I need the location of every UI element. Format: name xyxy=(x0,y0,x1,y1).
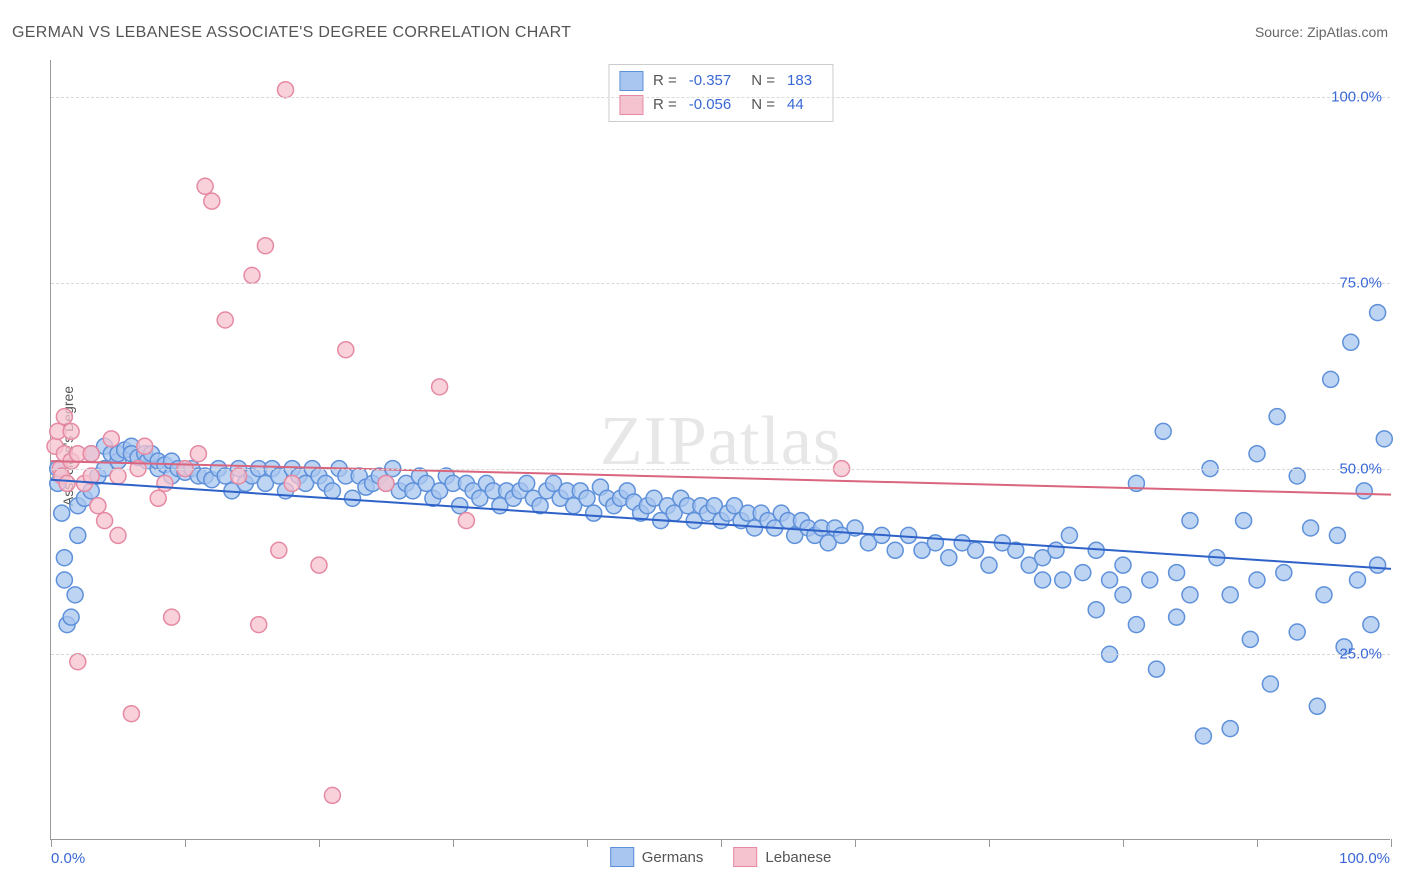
gridline xyxy=(51,654,1390,655)
legend-label-germans: Germans xyxy=(642,849,704,866)
x-tick xyxy=(587,839,588,847)
chart-plot-area: ZIPatlas R = -0.357 N = 183 R = -0.056 N… xyxy=(50,60,1390,840)
y-tick-label: 50.0% xyxy=(1339,460,1382,477)
x-tick xyxy=(721,839,722,847)
y-tick-label: 75.0% xyxy=(1339,274,1382,291)
legend-item-lebanese: Lebanese xyxy=(733,847,831,867)
chart-title: GERMAN VS LEBANESE ASSOCIATE'S DEGREE CO… xyxy=(12,24,571,42)
y-tick-label: 100.0% xyxy=(1331,89,1382,106)
x-axis-label-max: 100.0% xyxy=(1339,850,1390,867)
x-axis-label-min: 0.0% xyxy=(51,850,85,867)
x-tick xyxy=(1257,839,1258,847)
swatch-lebanese-icon xyxy=(733,847,757,867)
y-tick-label: 25.0% xyxy=(1339,646,1382,663)
x-tick xyxy=(855,839,856,847)
x-tick xyxy=(1123,839,1124,847)
source-link[interactable]: ZipAtlas.com xyxy=(1307,24,1388,40)
x-tick xyxy=(319,839,320,847)
legend-item-germans: Germans xyxy=(610,847,704,867)
x-tick xyxy=(453,839,454,847)
gridline xyxy=(51,97,1390,98)
source-label: Source: xyxy=(1255,24,1307,40)
x-tick xyxy=(989,839,990,847)
swatch-germans-icon xyxy=(610,847,634,867)
trend-lines xyxy=(51,60,1390,839)
gridline xyxy=(51,283,1390,284)
x-tick xyxy=(1391,839,1392,847)
x-tick xyxy=(185,839,186,847)
source-credit: Source: ZipAtlas.com xyxy=(1255,24,1388,40)
legend-label-lebanese: Lebanese xyxy=(765,849,831,866)
x-tick xyxy=(51,839,52,847)
series-legend: Germans Lebanese xyxy=(610,847,832,867)
gridline xyxy=(51,469,1390,470)
